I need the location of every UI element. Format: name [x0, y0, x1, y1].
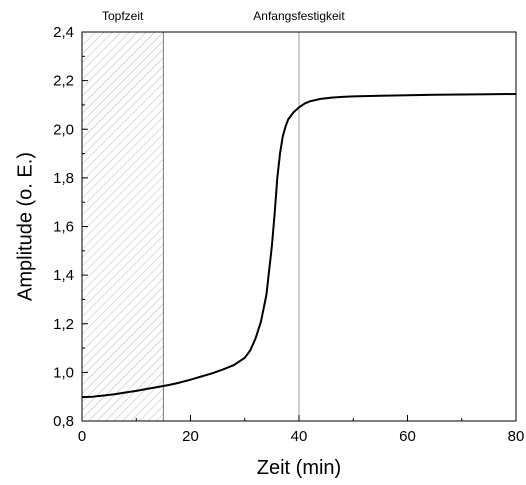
y-tick-label: 2,2 — [53, 73, 74, 90]
initial-strength-label: Anfangsfestigkeit — [253, 9, 345, 23]
series-line-0 — [82, 93, 516, 399]
pot-life-shaded-region — [81, 31, 164, 422]
y-tick-label: 1,4 — [53, 267, 74, 284]
y-tick-label: 1,2 — [53, 316, 74, 333]
x-tick-label: 40 — [291, 428, 308, 445]
y-tick-label: 1,6 — [53, 219, 74, 236]
x-axis-title: Zeit (min) — [257, 457, 341, 479]
x-tick-label: 0 — [78, 428, 86, 445]
pot-life-label: Topfzeit — [102, 9, 144, 23]
y-tick-label: 2,0 — [53, 121, 74, 138]
y-tick-label: 1,0 — [53, 364, 74, 381]
y-tick-label: 2,4 — [53, 24, 74, 41]
x-tick-label: 60 — [399, 428, 416, 445]
x-tick-label: 20 — [182, 428, 199, 445]
y-axis-ticks: 0,8 1,0 1,2 1,4 1,6 1,8 2,0 2,2 2,4 — [53, 24, 88, 430]
y-tick-label: 1,8 — [53, 170, 74, 187]
x-axis-ticks: 0 20 40 60 80 — [78, 415, 525, 445]
y-tick-label: 0,8 — [53, 413, 74, 430]
y-axis-title: Amplitude (o. E.) — [14, 152, 36, 301]
x-tick-label: 80 — [508, 428, 525, 445]
series-group — [82, 93, 516, 399]
